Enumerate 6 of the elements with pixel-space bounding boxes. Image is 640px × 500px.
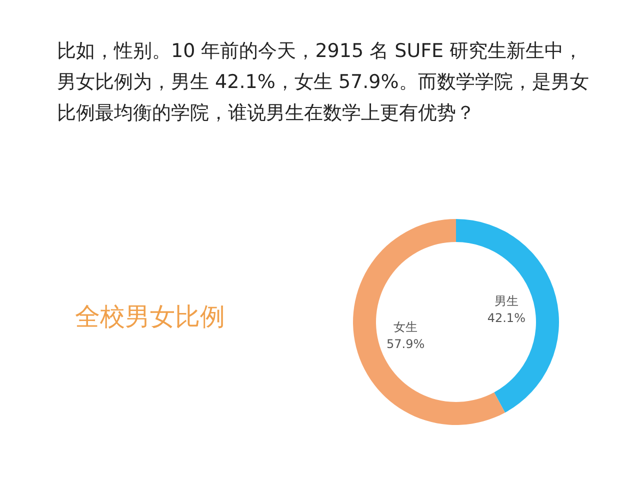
slice-label: 女生 xyxy=(394,320,418,334)
text: 全校男女比例 xyxy=(75,302,225,331)
data-label: 57.9% xyxy=(386,336,425,351)
text: 比如，性别。10 年前的今天，2915 名 SUFE 研究生新生中，男女比例为，男生 42.1%，女生 57.9%。而数学学院，是男女比例最均衡的学院，谁说男生在数学上更有优势？ xyxy=(57,39,590,126)
data-label: 42.1% xyxy=(487,311,526,326)
slice-label: 男生 xyxy=(494,294,518,308)
